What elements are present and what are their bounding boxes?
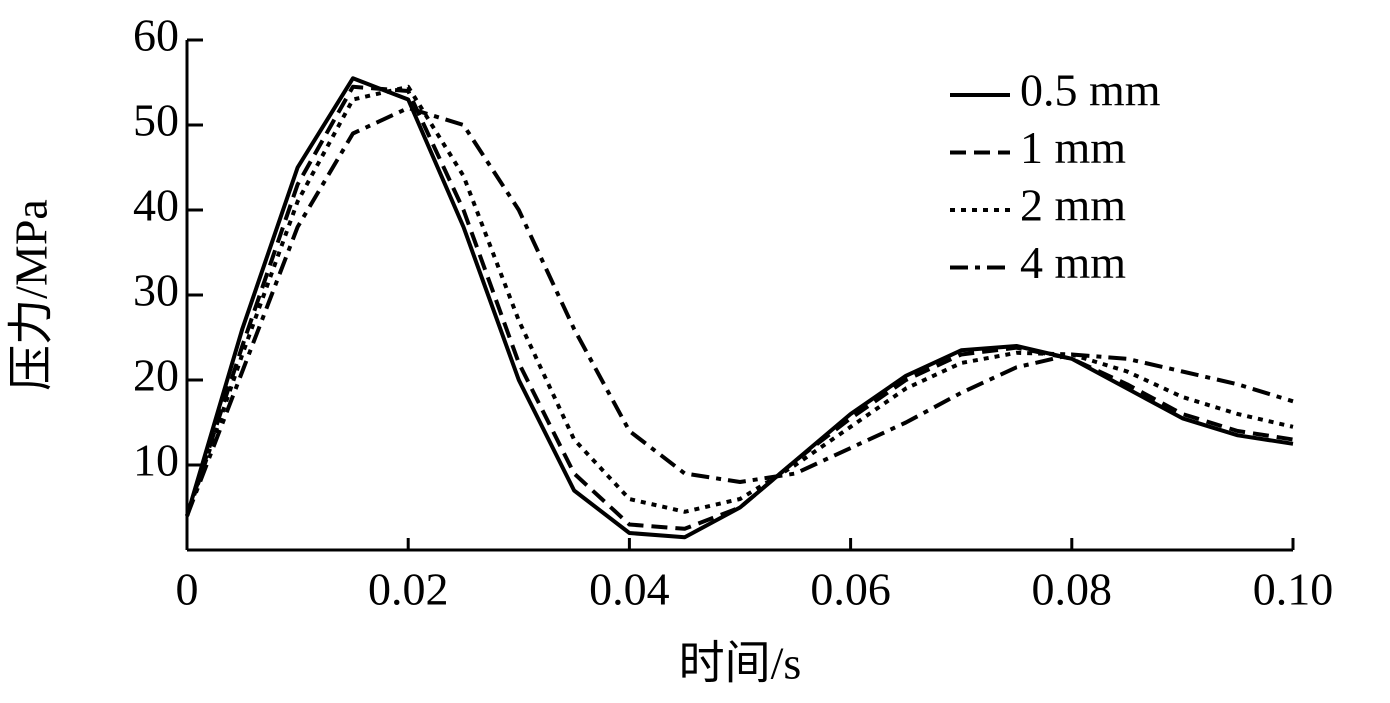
legend-label: 0.5 mm — [1020, 65, 1161, 116]
x-tick-label: 0.08 — [1032, 564, 1113, 615]
legend-label: 1 mm — [1020, 122, 1126, 173]
series-line — [185, 84, 1294, 531]
y-tick-label: 20 — [133, 350, 179, 401]
series-line — [185, 76, 1294, 540]
y-tick-label: 30 — [133, 265, 179, 316]
y-tick-label: 40 — [133, 180, 179, 231]
y-tick-label: 50 — [133, 95, 179, 146]
y-tick-label: 60 — [133, 10, 179, 61]
x-tick-label: 0.10 — [1253, 564, 1334, 615]
x-axis-label: 时间/s — [679, 638, 802, 689]
series-line — [185, 106, 1294, 517]
x-tick-label: 0.04 — [589, 564, 670, 615]
series-line — [185, 84, 1294, 517]
legend-label: 4 mm — [1020, 237, 1126, 288]
x-tick-label: 0.06 — [810, 564, 891, 615]
y-tick-label: 10 — [133, 435, 179, 486]
x-tick-label: 0 — [176, 564, 199, 615]
x-tick-label: 0.02 — [368, 564, 449, 615]
y-axis-label: 压力/MPa — [6, 199, 57, 391]
legend-label: 2 mm — [1020, 180, 1126, 231]
